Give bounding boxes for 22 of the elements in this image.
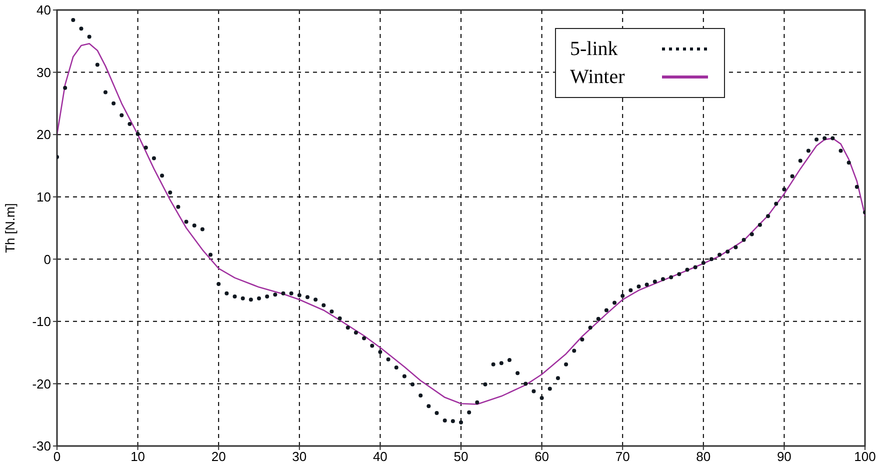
legend-label: Winter	[570, 65, 626, 90]
legend-label: 5-link	[570, 37, 619, 62]
y-tick-label: 10	[36, 189, 51, 204]
x-tick-label: 60	[534, 449, 550, 464]
x-tick-label: 100	[854, 449, 876, 464]
x-tick-label: 30	[292, 449, 307, 464]
x-tick-label: 40	[372, 449, 388, 464]
y-tick-label: -30	[32, 438, 51, 454]
y-tick-label: -20	[32, 376, 51, 392]
y-tick-label: 20	[36, 127, 51, 142]
x-tick-label: 90	[776, 449, 792, 464]
x-tick-label: 70	[615, 449, 630, 464]
x-tick-label: 0	[53, 449, 61, 464]
y-tick-label: 0	[44, 252, 51, 267]
x-tick-label: 20	[211, 449, 226, 464]
y-tick-label: 30	[36, 64, 51, 80]
x-tick-label: 50	[454, 449, 468, 464]
x-tick-label: 10	[130, 449, 146, 464]
x-tick-label: 80	[696, 449, 711, 464]
y-tick-label: 40	[36, 2, 51, 18]
y-axis-title: Th [N.m]	[2, 203, 18, 253]
y-tick-label: -10	[32, 314, 51, 330]
